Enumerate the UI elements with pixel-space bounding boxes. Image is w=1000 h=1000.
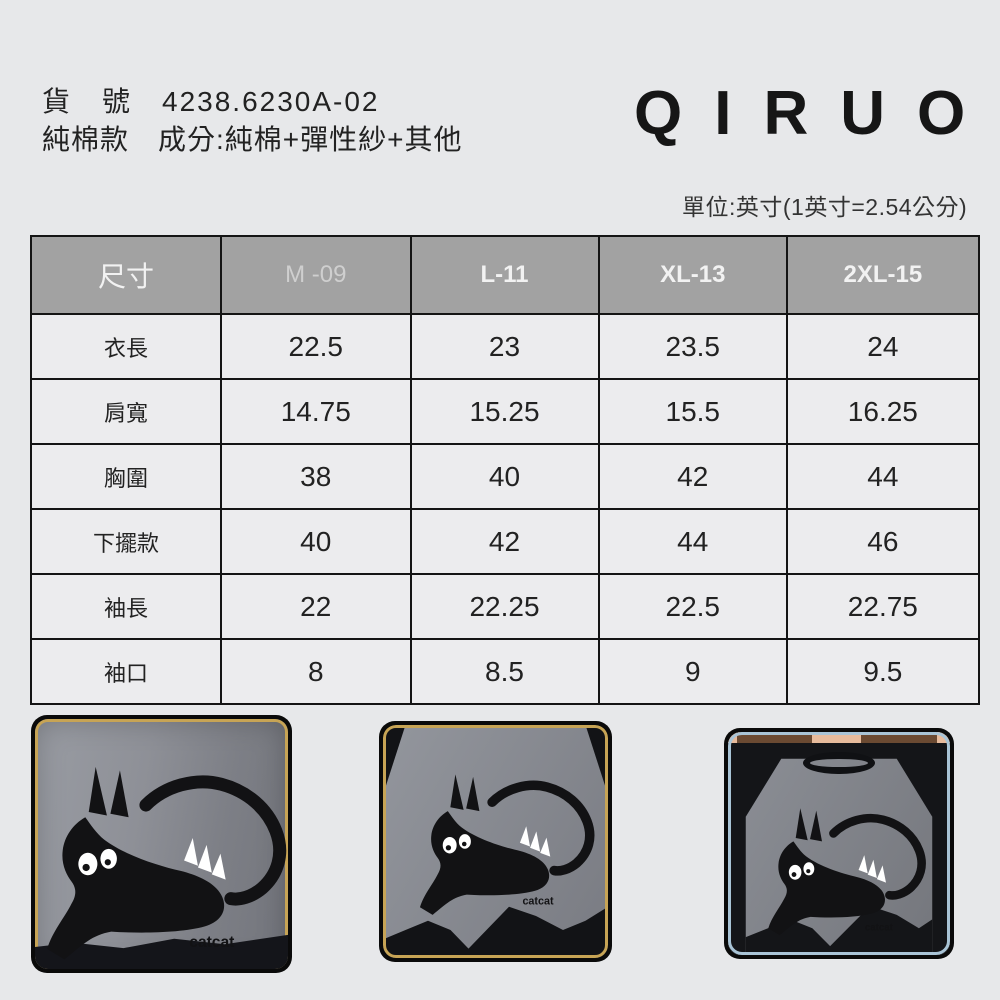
svg-text:catcat: catcat (865, 923, 894, 934)
svg-text:catcat: catcat (522, 896, 553, 908)
svg-text:catcat: catcat (189, 934, 234, 951)
